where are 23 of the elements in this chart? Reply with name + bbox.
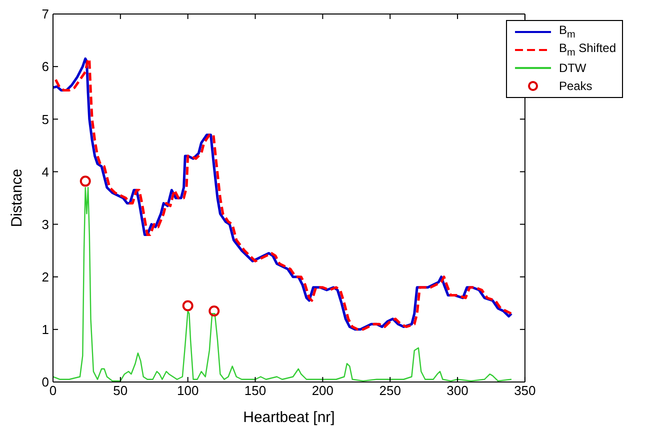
y-axis-title: Distance	[8, 168, 26, 228]
legend-label: B$_{m}$ Shifted	[558, 41, 616, 59]
point	[182, 300, 194, 312]
legend-label: DTW	[558, 61, 586, 75]
x-axis-title: Heartbeat [nr]	[243, 409, 335, 426]
x-tick-label: 100	[176, 383, 199, 398]
point	[208, 306, 220, 317]
legend-label: B$_{m}$	[558, 23, 576, 41]
x-tick-label: 350	[514, 383, 536, 398]
legend-label: Peaks	[558, 79, 592, 93]
x-tick-label: 200	[312, 383, 334, 398]
y-tick-label: 2	[42, 269, 49, 284]
x-tick-label: 150	[244, 383, 266, 398]
y-tick-label: 1	[42, 322, 49, 338]
y-tick-label: 5	[42, 112, 49, 127]
x-tick-label: 250	[379, 383, 401, 398]
x-tick-label: 50	[113, 383, 128, 398]
y-tick-label: 6	[42, 59, 49, 74]
y-tick-label: 7	[42, 6, 49, 22]
x-tick-label: 300	[446, 383, 468, 398]
y-tick-label: 3	[42, 216, 49, 232]
point	[80, 176, 91, 187]
y-tick-label: 4	[42, 164, 49, 180]
